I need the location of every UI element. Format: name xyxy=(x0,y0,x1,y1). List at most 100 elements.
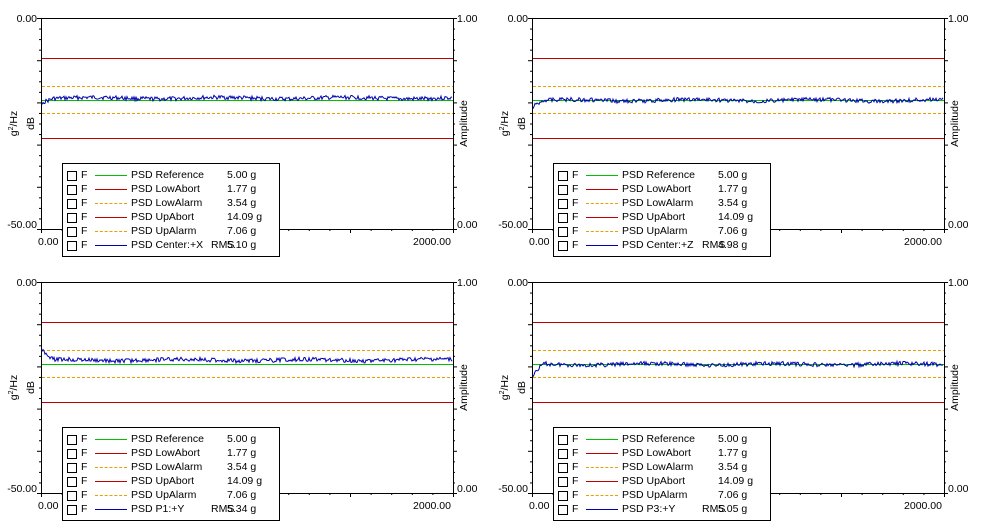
legend-swatch xyxy=(586,453,618,454)
legend-checkbox[interactable] xyxy=(67,491,77,501)
legend-row: F PSD Reference 5.00 g xyxy=(63,168,279,182)
legend-label: PSD Center:+X xyxy=(131,239,204,251)
legend-swatch xyxy=(586,439,618,440)
legend-label: PSD UpAlarm xyxy=(131,225,197,237)
psd-chart-panel: 0.00 -50.00 1.00 0.00 0.00 2000.00 g2/Hz dB Ampl… xyxy=(491,264,982,528)
legend-checkbox[interactable] xyxy=(558,491,568,501)
legend-swatch xyxy=(586,175,618,176)
legend-flag: F xyxy=(572,211,579,223)
y2-tick-label: 1.00 xyxy=(948,13,969,25)
legend-label: PSD LowAlarm xyxy=(131,461,203,473)
y-tick-label: 0.00 xyxy=(508,13,529,25)
psd-trace-line xyxy=(41,94,453,105)
legend-swatch xyxy=(586,231,618,232)
legend-checkbox[interactable] xyxy=(67,463,77,473)
y-axis-label: g2/Hz xyxy=(8,375,20,401)
legend-flag: F xyxy=(81,197,88,209)
legend-checkbox[interactable] xyxy=(67,185,77,195)
legend-rms-label: RMS xyxy=(702,503,726,515)
legend-flag: F xyxy=(81,183,88,195)
legend-row: F PSD LowAbort 1.77 g xyxy=(554,182,770,196)
legend-row: F PSD UpAbort 14.09 g xyxy=(554,210,770,224)
legend-rms-label: RMS xyxy=(211,239,235,251)
legend-label: PSD UpAbort xyxy=(622,475,686,487)
x-tick-label: 2000.00 xyxy=(904,236,942,248)
x-tick-label: 0.00 xyxy=(38,236,59,248)
legend-checkbox[interactable] xyxy=(67,435,77,445)
y2-tick-label: 0.00 xyxy=(948,483,969,495)
y2-axis-label: Amplitude xyxy=(458,100,470,147)
psd-chart-panel: 0.00 -50.00 1.00 0.00 0.00 2000.00 g2/Hz dB Ampl… xyxy=(491,0,982,264)
legend-checkbox[interactable] xyxy=(558,185,568,195)
legend-label: PSD P1:+Y xyxy=(131,503,185,515)
legend-swatch xyxy=(95,453,127,454)
legend-value: 7.06 g xyxy=(718,225,748,237)
y-axis-unit: dB xyxy=(516,117,528,130)
legend-checkbox[interactable] xyxy=(67,213,77,223)
legend-value: 14.09 g xyxy=(227,211,263,223)
legend-checkbox[interactable] xyxy=(558,463,568,473)
y2-tick-label: 1.00 xyxy=(457,13,478,25)
y2-axis-label: Amplitude xyxy=(458,364,470,411)
x-tick-label: 0.00 xyxy=(38,500,59,512)
legend-row: F PSD P3:+Y RMS 5.05 g xyxy=(554,502,770,516)
legend-flag: F xyxy=(572,489,579,501)
legend-checkbox[interactable] xyxy=(558,241,568,251)
legend-value: 14.09 g xyxy=(718,211,754,223)
legend-row: F PSD LowAbort 1.77 g xyxy=(554,446,770,460)
legend-flag: F xyxy=(81,503,88,515)
legend-checkbox[interactable] xyxy=(67,227,77,237)
legend-label: PSD P3:+Y xyxy=(622,503,676,515)
legend-value: 3.54 g xyxy=(718,461,748,473)
legend-checkbox[interactable] xyxy=(558,199,568,209)
legend-flag: F xyxy=(572,447,579,459)
legend-checkbox[interactable] xyxy=(558,477,568,487)
legend-checkbox[interactable] xyxy=(558,213,568,223)
legend-value: 1.77 g xyxy=(718,447,748,459)
legend-checkbox[interactable] xyxy=(67,241,77,251)
legend-row: F PSD P1:+Y RMS 5.34 g xyxy=(63,502,279,516)
legend-checkbox[interactable] xyxy=(67,477,77,487)
legend-value: 5.00 g xyxy=(227,169,257,181)
legend-checkbox[interactable] xyxy=(558,435,568,445)
legend-label: PSD UpAlarm xyxy=(622,489,688,501)
legend-row: F PSD UpAlarm 7.06 g xyxy=(554,488,770,502)
legend-checkbox[interactable] xyxy=(67,171,77,181)
legend-flag: F xyxy=(572,225,579,237)
legend-row: F PSD UpAlarm 7.06 g xyxy=(554,224,770,238)
legend-row: F PSD Center:+X RMS 5.10 g xyxy=(63,238,279,252)
legend-value: 1.77 g xyxy=(227,183,257,195)
psd-trace-line xyxy=(41,348,453,365)
legend-checkbox[interactable] xyxy=(558,171,568,181)
legend-checkbox[interactable] xyxy=(67,449,77,459)
legend-row: F PSD LowAbort 1.77 g xyxy=(63,446,279,460)
legend-value: 5.00 g xyxy=(227,433,257,445)
legend-checkbox[interactable] xyxy=(67,199,77,209)
legend-label: PSD Reference xyxy=(622,433,695,445)
legend-checkbox[interactable] xyxy=(558,227,568,237)
y-axis-unit: dB xyxy=(516,381,528,394)
y-axis-label: g2/Hz xyxy=(499,111,511,137)
legend-checkbox[interactable] xyxy=(67,505,77,515)
legend-row: F PSD Center:+Z RMS 4.98 g xyxy=(554,238,770,252)
legend-value: 5.00 g xyxy=(718,433,748,445)
legend-flag: F xyxy=(572,461,579,473)
legend-value: 5.00 g xyxy=(718,169,748,181)
legend-row: F PSD UpAlarm 7.06 g xyxy=(63,224,279,238)
legend-flag: F xyxy=(81,169,88,181)
legend-value: 5.05 g xyxy=(718,503,748,515)
legend-flag: F xyxy=(81,211,88,223)
legend-label: PSD UpAbort xyxy=(131,211,195,223)
psd-trace-line xyxy=(532,359,944,378)
legend-row: F PSD LowAlarm 3.54 g xyxy=(63,460,279,474)
legend-checkbox[interactable] xyxy=(558,449,568,459)
legend-row: F PSD LowAbort 1.77 g xyxy=(63,182,279,196)
legend-label: PSD LowAlarm xyxy=(131,197,203,209)
legend-swatch xyxy=(95,509,127,510)
legend-label: PSD Reference xyxy=(622,169,695,181)
legend-checkbox[interactable] xyxy=(558,505,568,515)
legend-flag: F xyxy=(572,503,579,515)
y2-tick-label: 0.00 xyxy=(457,483,478,495)
